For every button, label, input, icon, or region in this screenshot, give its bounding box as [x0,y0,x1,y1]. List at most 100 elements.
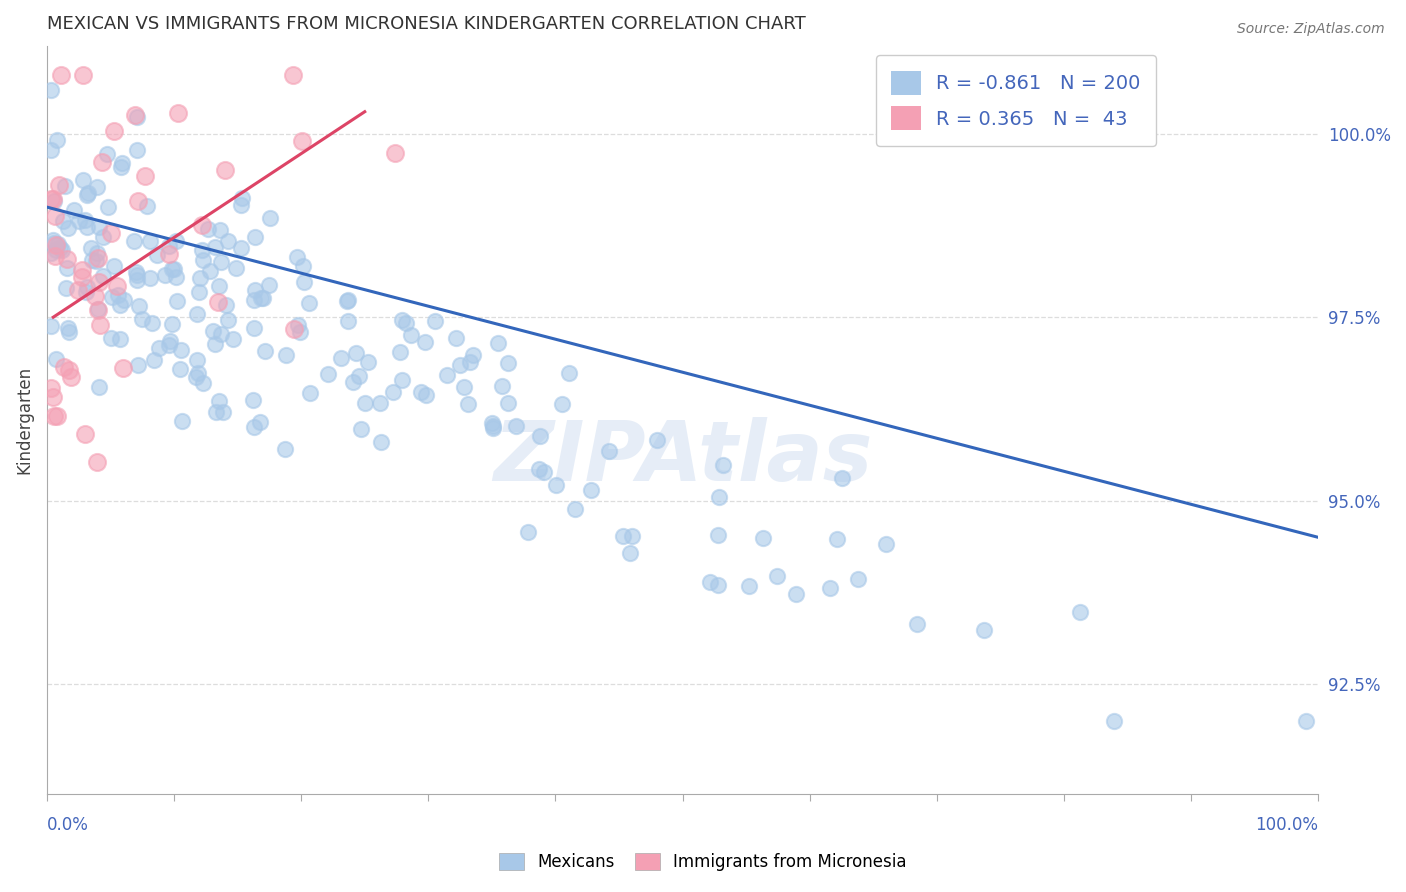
Point [204,239,226,253]
Point [124,234,146,248]
Point [619,546,641,560]
Point [711,458,734,472]
Point [209,255,232,269]
Point [44,209,66,223]
Point [785,587,807,601]
Point [170,414,193,428]
Point [110,160,132,174]
Point [368,395,391,409]
Point [498,396,520,410]
Point [186,307,208,321]
Point [973,623,995,637]
Point [292,259,315,273]
Point [243,293,266,308]
Point [39,192,62,206]
Point [70,269,93,284]
Point [51,244,73,258]
Point [75,212,97,227]
Text: Source: ZipAtlas.com: Source: ZipAtlas.com [1237,22,1385,37]
Point [395,317,418,331]
Point [45,238,67,252]
Point [70,263,93,277]
Point [56,220,79,235]
Point [103,259,125,273]
Point [87,219,110,234]
Point [318,367,340,381]
Point [389,345,412,359]
Point [449,358,471,372]
Point [214,163,236,178]
Point [357,355,380,369]
Point [56,321,79,335]
Point [48,178,70,193]
Point [139,234,162,248]
Point [86,246,108,260]
Point [202,324,225,338]
Point [87,380,110,394]
Point [215,298,238,312]
Point [162,262,184,277]
Point [165,270,187,285]
Point [558,366,581,380]
Point [250,291,273,305]
Point [486,336,509,351]
Point [63,202,86,217]
Point [350,422,373,436]
Point [42,409,65,424]
Point [598,443,620,458]
Point [75,427,97,442]
Point [87,251,110,265]
Text: MEXICAN VS IMMIGRANTS FROM MICRONESIA KINDERGARTEN CORRELATION CHART: MEXICAN VS IMMIGRANTS FROM MICRONESIA KI… [46,15,806,33]
Point [707,578,730,592]
Point [612,529,634,543]
Point [56,261,79,276]
Point [766,569,789,583]
Point [128,299,150,313]
Point [391,373,413,387]
Point [191,218,214,232]
Point [86,180,108,194]
Point [148,341,170,355]
Point [191,243,214,257]
Point [127,144,149,158]
Point [111,156,134,170]
Point [329,351,352,365]
Point [75,285,97,299]
Point [39,143,62,157]
Point [381,384,404,399]
Point [491,378,513,392]
Point [413,335,436,350]
Point [86,455,108,469]
Point [287,318,309,333]
Point [529,462,551,476]
Point [281,68,304,82]
Point [76,187,98,202]
Point [273,442,295,456]
Point [283,322,305,336]
Point [505,419,527,434]
Point [831,471,853,485]
Point [259,211,281,225]
Point [139,271,162,285]
Point [86,302,108,317]
Y-axis label: Kindergarten: Kindergarten [15,366,32,474]
Point [1069,606,1091,620]
Point [242,393,264,408]
Point [163,262,186,277]
Point [207,278,229,293]
Point [82,252,104,267]
Point [533,465,555,479]
Point [243,230,266,244]
Point [56,252,79,266]
Point [292,276,315,290]
Point [160,317,183,331]
Point [259,278,281,293]
Point [481,416,503,430]
Point [621,529,644,543]
Point [167,106,190,120]
Point [875,537,897,551]
Point [170,343,193,357]
Point [91,269,114,284]
Point [84,253,107,268]
Point [103,124,125,138]
